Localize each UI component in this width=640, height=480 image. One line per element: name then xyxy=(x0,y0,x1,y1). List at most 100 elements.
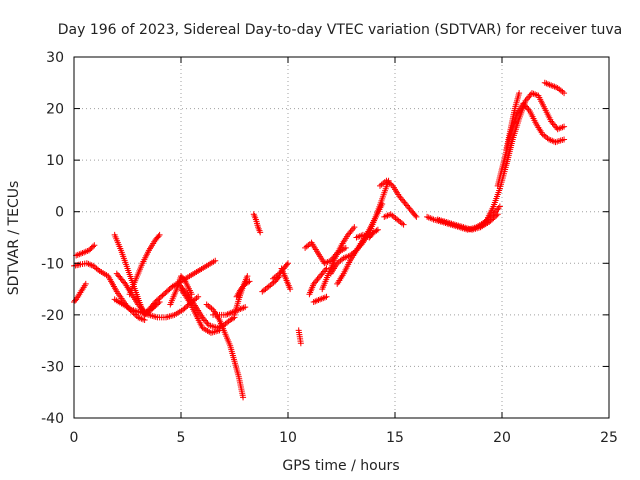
data-point xyxy=(561,90,568,97)
data-point xyxy=(245,279,252,286)
data-point xyxy=(516,90,523,97)
data-point xyxy=(230,315,237,322)
data-point xyxy=(494,211,501,218)
data-point xyxy=(87,246,94,253)
data-point xyxy=(351,224,358,231)
data-point xyxy=(159,292,166,299)
data-point xyxy=(496,203,503,210)
x-tick-label: 5 xyxy=(177,430,186,446)
data-point xyxy=(561,136,568,143)
y-tick-label: 30 xyxy=(46,50,64,66)
series-arc-34 xyxy=(503,90,523,153)
y-tick-label: -10 xyxy=(41,256,64,272)
data-point xyxy=(152,298,159,305)
plot-area-frame xyxy=(73,56,610,419)
series-arc-6 xyxy=(126,231,163,298)
y-tick-label: -40 xyxy=(41,411,64,427)
data-point xyxy=(285,260,291,267)
data-point xyxy=(121,279,128,286)
data-point xyxy=(561,123,568,130)
data-point xyxy=(163,288,170,295)
axis-ticks: 0 5 10 15 20 25 -40 -30 -20 -10 0 10 20 30 xyxy=(41,50,618,446)
x-tick-label: 10 xyxy=(279,430,297,446)
data-point xyxy=(141,317,148,324)
data-point xyxy=(287,286,294,293)
data-point xyxy=(323,293,330,300)
data-point xyxy=(180,306,187,313)
data-point xyxy=(160,291,167,298)
data-point xyxy=(89,243,96,250)
data-point xyxy=(195,293,202,300)
series-arc-25 xyxy=(327,177,392,277)
data-point xyxy=(374,226,381,233)
data-point xyxy=(413,213,420,220)
data-point xyxy=(493,212,500,219)
data-point xyxy=(156,295,163,302)
chart-title: Day 196 of 2023, Sidereal Day-to-day VTE… xyxy=(58,22,622,38)
data-point xyxy=(181,277,188,284)
series-arc-12 xyxy=(203,301,247,401)
series-arc-16 xyxy=(250,211,264,236)
data-point xyxy=(323,265,330,272)
y-tick-label: 0 xyxy=(55,205,64,221)
y-tick-label: -30 xyxy=(41,359,64,375)
series-arc-24 xyxy=(319,224,358,293)
series-arc-28 xyxy=(377,177,420,220)
x-tick-label: 0 xyxy=(70,430,79,446)
data-point xyxy=(283,261,290,268)
x-axis-label: GPS time / hours xyxy=(282,458,399,474)
series-arc-14 xyxy=(231,273,251,318)
data-point xyxy=(85,247,92,254)
data-point xyxy=(156,231,163,238)
series-arc-18 xyxy=(270,260,291,282)
data-point xyxy=(342,244,349,251)
series-arc-15 xyxy=(233,278,253,300)
data-point xyxy=(297,340,304,347)
series-arc-19 xyxy=(278,265,294,293)
data-point xyxy=(400,221,407,228)
y-tick-label: -20 xyxy=(41,308,64,324)
data-point xyxy=(151,300,158,307)
data-point xyxy=(88,244,95,251)
data-point xyxy=(168,284,175,291)
data-point xyxy=(165,287,172,294)
series-arc-35 xyxy=(541,79,568,97)
data-point xyxy=(491,213,498,220)
series-arc-23 xyxy=(310,293,330,305)
data-point xyxy=(72,297,79,304)
data-point xyxy=(242,304,249,311)
data-point xyxy=(153,297,160,304)
data-point xyxy=(158,293,165,300)
data-point xyxy=(182,304,189,311)
y-tick-label: 20 xyxy=(46,102,64,118)
data-point xyxy=(240,394,247,401)
data-point xyxy=(246,278,253,285)
data-point xyxy=(82,280,89,287)
series-arc-29 xyxy=(381,211,407,228)
x-tick-label: 20 xyxy=(493,430,511,446)
data-point xyxy=(412,212,419,219)
data-point xyxy=(244,273,251,280)
grid xyxy=(74,57,609,418)
series-arc-3 xyxy=(73,242,98,259)
data-point xyxy=(155,296,162,303)
data-point xyxy=(91,242,98,249)
data-point xyxy=(162,289,169,296)
data-point xyxy=(379,200,386,207)
data-point xyxy=(212,257,219,264)
data-point xyxy=(490,215,497,222)
series-arc-20 xyxy=(295,327,304,347)
data-point xyxy=(166,286,173,293)
x-tick-label: 25 xyxy=(600,430,618,446)
y-tick-label: 10 xyxy=(46,153,64,169)
x-tick-label: 15 xyxy=(386,430,404,446)
data-point xyxy=(257,229,264,236)
data-points xyxy=(71,79,568,401)
series-arc-11 xyxy=(178,286,223,336)
data-point xyxy=(373,227,380,234)
series-arc-22 xyxy=(306,265,330,298)
series-arc-27 xyxy=(353,226,381,241)
data-point xyxy=(155,233,162,240)
data-point xyxy=(181,305,188,312)
